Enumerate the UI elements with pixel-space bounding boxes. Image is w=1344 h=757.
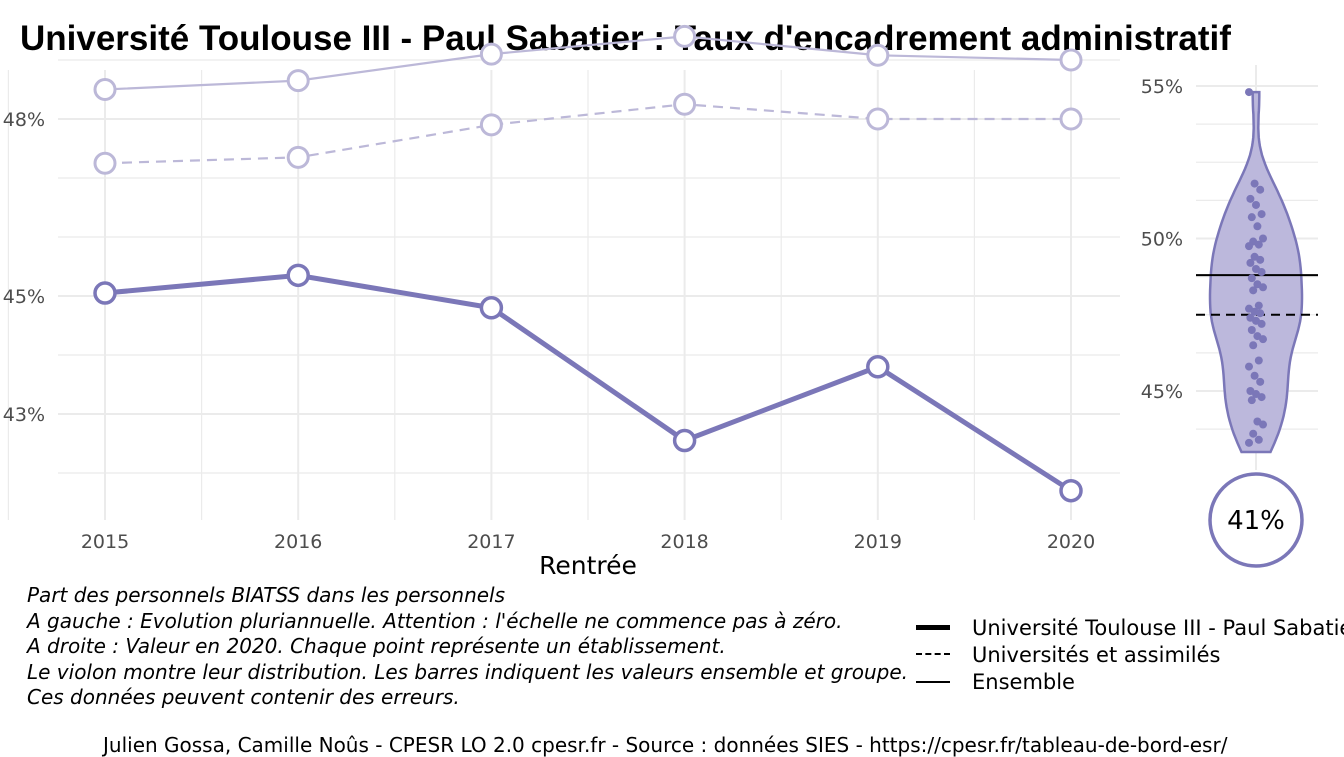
establishment-point	[1245, 438, 1253, 447]
y-tick-label: 55%	[1141, 76, 1183, 98]
establishment-point	[1253, 222, 1262, 231]
violin-panel: 41%	[1196, 88, 1318, 568]
establishment-point	[1250, 179, 1259, 188]
establishment-point	[1247, 213, 1256, 222]
establishment-point	[1254, 240, 1263, 249]
chart-title: Université Toulouse III - Paul Sabatier …	[20, 19, 1231, 58]
establishment-point	[1246, 194, 1255, 203]
establishment-point	[1254, 435, 1263, 444]
establishment-point	[1254, 356, 1263, 365]
y-tick-label: 43%	[3, 404, 45, 426]
data-point	[479, 113, 503, 137]
establishment-point	[1259, 283, 1267, 292]
data-point	[1059, 107, 1083, 131]
data-point	[1059, 478, 1083, 503]
legend-key-dashed	[914, 641, 952, 668]
note-line-4: Le violon montre leur distribution. Les …	[27, 659, 908, 684]
value-bubble-label: 41%	[1227, 506, 1285, 536]
data-point	[286, 263, 310, 288]
establishment-point	[1250, 371, 1259, 380]
establishment-point	[1259, 420, 1267, 429]
data-point	[673, 92, 697, 116]
chart-canvas: Université Toulouse III - Paul Sabatier …	[3, 19, 1318, 580]
left-y-ticks: 43% 45% 48%	[3, 109, 45, 426]
left-x-ticks: 2015 2016 2017 2018 2019 2020	[81, 531, 1095, 553]
establishment-point	[1259, 335, 1267, 344]
establishment-point	[1256, 377, 1265, 386]
establishment-point	[1247, 326, 1256, 334]
value-bubble	[1208, 472, 1304, 568]
data-point	[1059, 48, 1083, 72]
note-line-3: A droite : Valeur en 2020. Chaque point …	[27, 634, 726, 658]
legend-key-solid	[914, 614, 952, 641]
establishment-point	[1249, 429, 1258, 438]
left-panel-grid	[7, 59, 1120, 520]
legend: Université Toulouse III - Paul Sabatier …	[914, 614, 1344, 695]
establishment-point	[1247, 396, 1256, 405]
note-line-5: Ces données peuvent contenir des erreurs…	[27, 685, 460, 709]
right-y-ticks: 45% 50% 55%	[1141, 76, 1183, 403]
legend-key-thin	[914, 668, 952, 695]
data-point	[93, 78, 117, 101]
legend-label: Universités et assimilés	[972, 642, 1221, 667]
note-line-1: Part des personnels BIATSS dans les pers…	[27, 583, 506, 607]
establishment-point	[1257, 319, 1266, 328]
establishment-point	[1245, 88, 1253, 97]
establishment-point	[1257, 393, 1266, 402]
x-tick-label: 2015	[81, 531, 129, 553]
source-caption: Julien Gossa, Camille Noûs - CPESR LO 2.…	[103, 733, 1228, 757]
legend-item: Universités et assimilés	[914, 641, 1344, 668]
establishment-point	[1252, 200, 1260, 209]
series-line	[104, 103, 1071, 165]
x-axis-title: Rentrée	[539, 551, 637, 580]
data-point	[93, 281, 117, 305]
establishment-point	[1254, 301, 1263, 310]
x-tick-label: 2020	[1047, 531, 1095, 553]
y-tick-label: 50%	[1141, 229, 1183, 251]
data-point	[672, 428, 697, 453]
data-point	[866, 355, 890, 379]
establishment-point	[1259, 234, 1267, 243]
left-panel-series	[93, 24, 1083, 503]
establishment-point	[1245, 242, 1253, 251]
series-line	[104, 35, 1072, 91]
x-tick-label: 2016	[274, 531, 322, 553]
data-point	[866, 43, 890, 67]
establishment-point	[1247, 274, 1256, 283]
data-point	[479, 42, 503, 66]
legend-item: Université Toulouse III - Paul Sabatier	[914, 614, 1344, 641]
legend-label: Université Toulouse III - Paul Sabatier	[972, 615, 1344, 640]
legend-item: Ensemble	[914, 668, 1344, 695]
x-tick-label: 2018	[660, 531, 708, 553]
establishment-point	[1256, 309, 1265, 318]
legend-label: Ensemble	[972, 669, 1075, 694]
x-tick-label: 2017	[467, 531, 515, 553]
note-line-2: A gauche : Evolution pluriannuelle. Atte…	[27, 608, 843, 633]
establishment-point	[1249, 286, 1258, 295]
y-tick-label: 45%	[3, 286, 45, 308]
series-line	[104, 272, 1073, 493]
establishment-point	[1246, 258, 1255, 267]
x-tick-label: 2019	[854, 531, 902, 553]
establishment-point	[1256, 255, 1265, 264]
data-point	[93, 151, 117, 175]
y-tick-label: 48%	[3, 109, 45, 131]
establishment-point	[1249, 341, 1258, 350]
data-point	[673, 24, 697, 48]
establishment-point	[1245, 362, 1253, 371]
data-point	[286, 145, 310, 169]
establishment-point	[1256, 185, 1265, 194]
data-point	[286, 69, 310, 93]
data-point	[866, 107, 890, 131]
establishment-point	[1257, 210, 1266, 219]
y-tick-label: 45%	[1141, 381, 1183, 403]
data-point	[479, 296, 504, 320]
chart-notes: Part des personnels BIATSS dans les pers…	[27, 583, 908, 711]
establishment-point	[1257, 268, 1266, 277]
